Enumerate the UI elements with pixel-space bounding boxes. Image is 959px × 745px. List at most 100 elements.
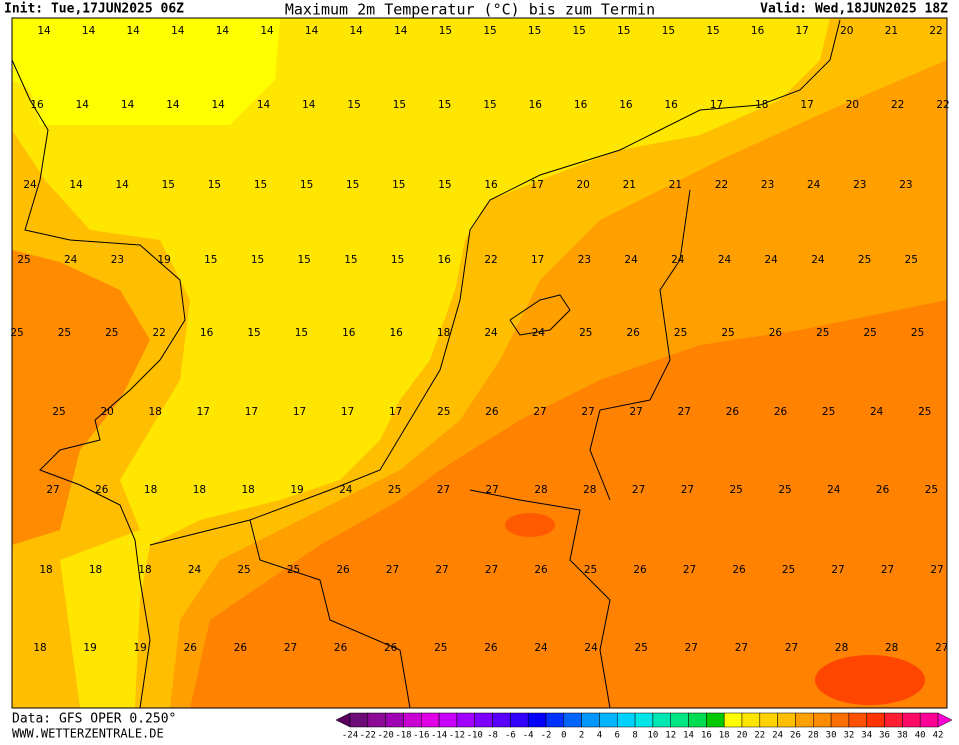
temperature-value: 25 [782,564,795,576]
temperature-value: 28 [534,484,547,496]
temperature-value: 25 [730,484,743,496]
temperature-value: 25 [635,642,648,654]
temperature-value: 28 [583,484,596,496]
colorbar-swatch [599,712,618,728]
temperature-value: 15 [573,25,586,37]
temperature-value: 25 [52,406,65,418]
title: Maximum 2m Temperatur (°C) bis zum Termi… [285,1,655,19]
colorbar-label: -14 [431,731,447,741]
colorbar-label: -6 [505,731,516,741]
temperature-value: 22 [891,99,904,111]
colorbar-swatch [813,712,832,728]
temperature-value: 19 [157,254,170,266]
colorbar-swatch [830,712,850,728]
coastline [11,59,186,709]
temperature-value: 18 [149,406,162,418]
temperature-value: 25 [918,406,931,418]
border [469,489,611,709]
colorbar-label: -8 [487,731,498,741]
temperature-value: 25 [388,484,401,496]
colorbar-swatch [919,712,939,728]
colorbar-label: 26 [790,731,801,741]
temperature-value: 25 [58,327,71,339]
temperature-value: 14 [37,25,51,37]
colorbar-swatch [563,712,582,728]
temperature-value: 15 [162,179,175,191]
temperature-value: 25 [816,327,829,339]
colorbar-swatch [492,712,511,728]
temperature-value: 26 [774,406,788,418]
temperature-value: 25 [905,254,918,266]
temperature-value: 23 [899,179,912,191]
temperature-value: 26 [627,327,641,339]
temperature-value: 24 [827,484,841,496]
temperature-value: 25 [579,327,592,339]
colorbar-swatch [670,712,689,728]
colorbar-label: 2 [579,731,584,741]
temperature-value: 27 [284,642,297,654]
temperature-value: 16 [30,99,44,111]
colorbar-label: 22 [754,731,765,741]
temperature-value: 24 [584,642,598,654]
temperature-value: 14 [69,179,83,191]
temperature-value: 14 [121,99,135,111]
temperature-value: 24 [718,254,732,266]
field-dark-orange [190,300,947,708]
temperature-value: 18 [33,642,46,654]
temperature-value: 15 [208,179,221,191]
colorbar-swatch [349,712,369,728]
map [11,18,947,709]
temperature-value: 18 [242,484,255,496]
field-bright-yellow [12,18,280,125]
field-uk-orange [12,250,150,545]
colorbar-swatch [795,712,814,728]
colorbar-label: 12 [665,731,676,741]
colorbar-label: 4 [597,731,602,741]
temperature-value: 16 [751,25,765,37]
temperature-value: 15 [347,99,360,111]
temperature-value: 23 [111,254,124,266]
colorbar-swatch [367,712,386,728]
temperature-value: 15 [251,254,264,266]
colorbar-label: -22 [360,731,376,741]
temperature-value: 27 [632,484,645,496]
temperature-value: 17 [389,406,402,418]
colorbar-label: 40 [915,731,926,741]
colorbar-label: 0 [561,731,566,741]
temperature-value: 17 [530,179,543,191]
colorbar-label: -24 [342,731,358,741]
colorbar-arrow [937,712,953,728]
temperature-values: 14 14 14 14 14 14 14 14 14 15 15 15 15 15 15 15 16 17 20 21… [10,25,949,654]
temperature-value: 18 [39,564,52,576]
temperature-value: 25 [105,327,118,339]
temperature-value: 17 [245,406,258,418]
init-label: Init: Tue,17JUN2025 06Z [4,2,184,17]
temperature-value: 22 [484,254,497,266]
temperature-value: 24 [807,179,821,191]
temperature-value: 27 [630,406,643,418]
border [589,189,691,501]
temperature-value: 26 [384,642,398,654]
temperature-value: 24 [188,564,202,576]
temperature-value: 15 [393,99,406,111]
temperature-value: 28 [885,642,898,654]
temperature-value: 15 [392,179,405,191]
temperature-value: 17 [293,406,306,418]
temperature-value: 26 [732,564,746,576]
temperature-value: 27 [533,406,546,418]
temperature-value: 14 [171,25,185,37]
temperature-value: 21 [669,179,682,191]
temperature-value: 20 [846,99,859,111]
temperature-value: 15 [483,25,496,37]
temperature-value: 15 [438,99,451,111]
colorbar-swatch [634,712,654,728]
colorbar: -24 -22 -20 -18 -16 -14 -12 -10 -8 -6 -4 -2 0 2 4 6 8 10 1… [335,712,953,741]
lake [509,294,571,336]
temperature-value: 25 [287,564,300,576]
temperature-value: 25 [822,406,835,418]
temperature-value: 27 [683,564,696,576]
temperature-value: 19 [83,642,96,654]
temperature-value: 27 [831,564,844,576]
temperature-value: 24 [765,254,779,266]
temperature-value: 27 [435,564,448,576]
